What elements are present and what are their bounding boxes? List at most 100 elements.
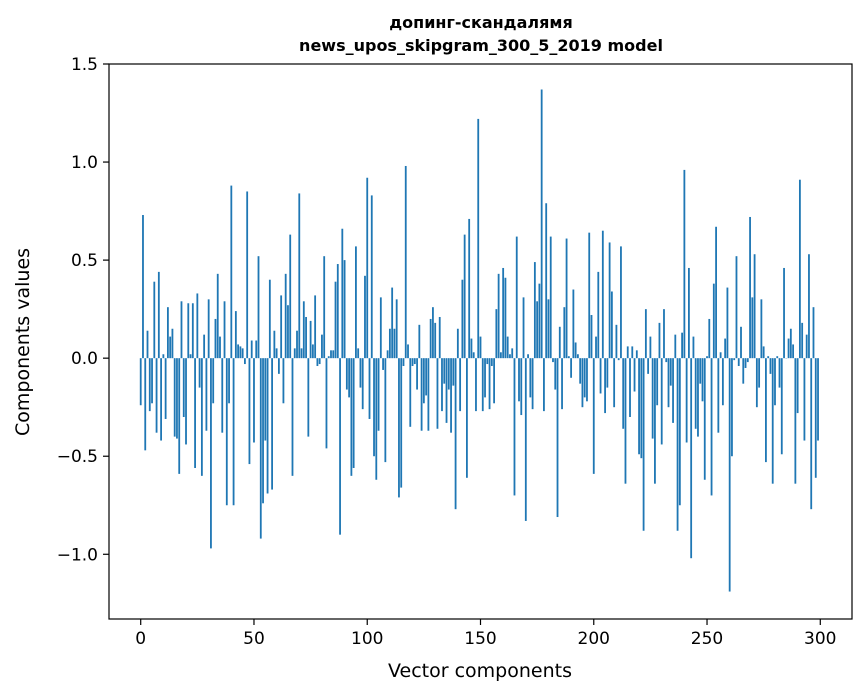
bar-52	[257, 256, 260, 359]
bar-25	[196, 293, 199, 359]
bar-104	[375, 358, 378, 480]
bar-15	[173, 358, 176, 437]
bar-99	[364, 275, 366, 359]
bar-125	[422, 358, 425, 404]
bar-19	[182, 358, 185, 417]
bar-116	[402, 358, 405, 367]
bar-249	[703, 358, 706, 480]
bar-59	[273, 330, 276, 359]
bar-7	[155, 358, 158, 433]
bar-55	[264, 358, 267, 441]
bar-65	[287, 305, 289, 359]
bar-138	[452, 358, 455, 386]
bar-121	[413, 358, 416, 365]
bar-60	[275, 348, 278, 359]
bar-198	[588, 232, 591, 359]
bar-85	[332, 350, 335, 359]
bar-239	[681, 332, 684, 359]
bar-75	[309, 320, 312, 359]
bars-group	[139, 89, 819, 592]
bar-64	[284, 273, 287, 359]
bar-295	[808, 254, 810, 359]
bar-5	[151, 358, 153, 404]
bar-276	[765, 358, 767, 463]
bar-47	[246, 191, 249, 359]
x-axis-label: Vector components	[388, 660, 572, 682]
bar-298	[814, 358, 817, 478]
bar-228	[656, 358, 659, 406]
bar-213	[622, 358, 625, 429]
bar-254	[715, 226, 717, 359]
bar-273	[758, 358, 761, 388]
bar-184	[556, 358, 559, 518]
bar-168	[520, 358, 523, 416]
bar-41	[232, 358, 235, 506]
bar-194	[579, 358, 582, 384]
bar-236	[674, 334, 677, 359]
bar-292	[801, 322, 804, 359]
bar-50	[253, 358, 255, 443]
bar-113	[395, 299, 398, 359]
bar-282	[778, 358, 781, 388]
bar-2	[144, 358, 147, 451]
y-tick-label: 0.0	[71, 349, 98, 369]
y-tick-label: 1.5	[71, 55, 98, 75]
bar-100	[366, 177, 369, 359]
bar-76	[311, 344, 314, 359]
bar-118	[407, 344, 409, 359]
bar-232	[665, 358, 668, 363]
bar-23	[191, 303, 194, 359]
bar-189	[567, 356, 570, 359]
bar-162	[506, 336, 509, 359]
bar-269	[749, 216, 751, 359]
bar-251	[708, 318, 711, 359]
bar-115	[400, 358, 403, 488]
bar-262	[733, 358, 736, 361]
bar-130	[434, 322, 437, 359]
bar-165	[513, 358, 516, 496]
bar-157	[495, 309, 498, 359]
bar-227	[654, 358, 656, 484]
x-tick-label: 250	[691, 629, 723, 649]
bar-280	[774, 358, 776, 406]
bar-102	[370, 195, 373, 359]
bar-88	[339, 358, 341, 535]
bar-297	[812, 307, 815, 359]
x-tick-label: 300	[804, 629, 836, 649]
bar-193	[577, 354, 579, 359]
bar-291	[798, 179, 801, 359]
bar-119	[409, 358, 412, 427]
y-tick-label: −1.0	[57, 545, 98, 565]
bar-192	[574, 342, 577, 359]
bar-72	[302, 301, 305, 359]
bar-287	[789, 328, 792, 359]
bar-261	[731, 358, 733, 457]
bar-259	[726, 287, 729, 359]
bar-10	[162, 354, 165, 359]
bar-31	[210, 358, 212, 549]
bar-270	[751, 297, 754, 359]
bar-136	[447, 358, 450, 390]
bar-225	[649, 336, 652, 359]
bar-90	[343, 260, 346, 359]
bar-237	[676, 358, 679, 531]
bar-71	[300, 348, 303, 359]
bar-245	[694, 358, 697, 429]
bar-36	[221, 358, 224, 433]
bar-45	[241, 348, 244, 359]
bar-214	[624, 358, 627, 484]
bar-124	[420, 358, 423, 431]
bar-264	[737, 358, 740, 367]
bar-35	[219, 336, 221, 359]
bar-243	[690, 358, 693, 559]
bar-80	[321, 334, 323, 359]
bar-9	[160, 358, 162, 441]
bar-265	[740, 326, 742, 359]
bar-84	[330, 350, 332, 359]
bar-66	[289, 234, 292, 359]
bar-210	[615, 324, 618, 359]
bar-230	[660, 358, 663, 445]
bar-284	[783, 267, 785, 359]
bar-77	[314, 295, 317, 359]
bar-128	[429, 318, 432, 359]
